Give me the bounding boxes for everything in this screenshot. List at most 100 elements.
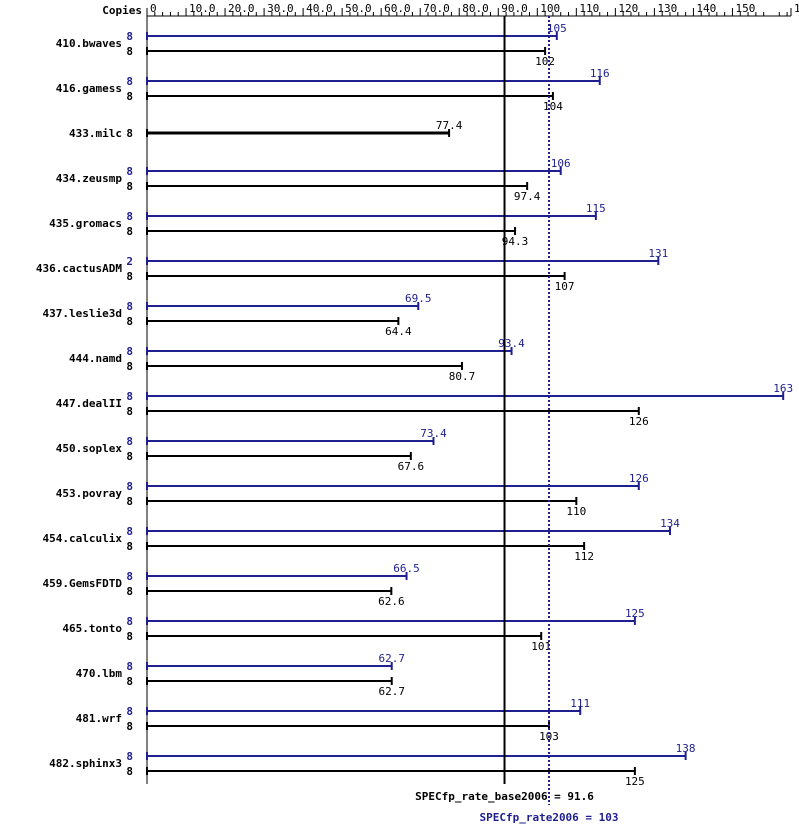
base-copies: 8 [126,315,133,328]
peak-value-label: 69.5 [405,292,432,305]
peak-copies: 8 [126,480,133,493]
base-value-label: 110 [566,505,586,518]
base-value-label: 97.4 [514,190,541,203]
x-tick-label: 70.0 [423,2,450,15]
x-tick-label: 90.0 [501,2,527,15]
base-copies: 8 [126,405,133,418]
base-value-label: 77.4 [436,119,463,132]
peak-copies: 8 [126,750,133,763]
peak-copies: 8 [126,660,133,673]
benchmark-label: 470.lbm [76,667,123,680]
peak-value-label: 116 [590,67,610,80]
peak-value-label: 62.7 [378,652,405,665]
benchmark-label: 465.tonto [62,622,122,635]
benchmark-label: 416.gamess [56,82,122,95]
base-copies: 8 [126,360,133,373]
x-tick-label: 100 [540,2,560,15]
benchmark-label: 436.cactusADM [36,262,122,275]
peak-value-label: 93.4 [498,337,525,350]
base-copies: 8 [126,270,133,283]
peak-value-label: 115 [586,202,606,215]
base-copies: 8 [126,675,133,688]
base-value-label: 125 [625,775,645,788]
benchmark-label: 482.sphinx3 [49,757,122,770]
x-tick-label: 120 [618,2,638,15]
peak-value-label: 105 [547,22,567,35]
benchmark-label: 450.soplex [56,442,123,455]
peak-value-label: 138 [676,742,696,755]
peak-value-label: 131 [648,247,668,260]
peak-copies: 8 [126,705,133,718]
base-value-label: 107 [555,280,575,293]
peak-copies: 8 [126,435,133,448]
base-copies: 8 [126,540,133,553]
benchmark-bars: 410.bwaves 8 105 8 102 416.gamess 8 116 8 104 433.… [36,22,793,788]
base-copies: 8 [126,180,133,193]
peak-copies: 8 [126,345,133,358]
base-copies: 8 [126,450,133,463]
peak-value-label: 125 [625,607,645,620]
x-tick-label: 30.0 [267,2,294,15]
peak-copies: 2 [126,255,133,268]
x-tick-label: 10.0 [189,2,216,15]
x-tick-label: 80.0 [462,2,489,15]
peak-value-label: 73.4 [420,427,447,440]
peak-copies: 8 [126,165,133,178]
peak-copies: 8 [126,210,133,223]
benchmark-label: 459.GemsFDTD [43,577,123,590]
base-copies: 8 [126,720,133,733]
x-tick-label: 60.0 [384,2,411,15]
base-value-label: 101 [531,640,551,653]
peak-copies: 8 [126,75,133,88]
x-tick-label: 150 [735,2,755,15]
peak-value-label: 106 [551,157,571,170]
benchmark-label: 454.calculix [43,532,123,545]
copies-header: Copies [102,4,142,17]
benchmark-label: 481.wrf [76,712,122,725]
base-value-label: 94.3 [502,235,529,248]
peak-summary-label: SPECfp_rate2006 = 103 [479,811,618,824]
x-tick-label: 140 [696,2,716,15]
base-copies: 8 [126,127,133,140]
peak-copies: 8 [126,390,133,403]
base-value-label: 67.6 [398,460,425,473]
benchmark-label: 453.povray [56,487,123,500]
base-copies: 8 [126,765,133,778]
peak-value-label: 163 [773,382,793,395]
peak-value-label: 134 [660,517,680,530]
peak-value-label: 66.5 [393,562,420,575]
base-copies: 8 [126,45,133,58]
x-tick-label: 50.0 [345,2,372,15]
base-value-label: 62.6 [378,595,405,608]
base-summary-label: SPECfp_rate_base2006 = 91.6 [415,790,594,803]
x-tick-label: 20.0 [228,2,255,15]
x-tick-label: 165 [794,2,799,15]
peak-value-label: 111 [570,697,590,710]
peak-copies: 8 [126,30,133,43]
benchmark-label: 437.leslie3d [43,307,122,320]
summary-lines: SPECfp_rate_base2006 = 91.6 SPECfp_rate20… [415,16,619,824]
base-value-label: 126 [629,415,649,428]
base-value-label: 64.4 [385,325,412,338]
base-value-label: 102 [535,55,555,68]
base-copies: 8 [126,495,133,508]
peak-copies: 8 [126,525,133,538]
peak-copies: 8 [126,300,133,313]
benchmark-label: 410.bwaves [56,37,122,50]
peak-copies: 8 [126,615,133,628]
benchmark-label: 435.gromacs [49,217,122,230]
base-copies: 8 [126,90,133,103]
base-value-label: 62.7 [378,685,405,698]
x-tick-label: 130 [657,2,677,15]
x-tick-label: 40.0 [306,2,333,15]
benchmark-label: 434.zeusmp [56,172,123,185]
benchmark-label: 444.namd [69,352,122,365]
benchmark-label: 433.milc [69,127,122,140]
peak-copies: 8 [126,570,133,583]
x-tick-label: 0 [150,2,157,15]
peak-value-label: 126 [629,472,649,485]
base-value-label: 104 [543,100,563,113]
base-value-label: 80.7 [449,370,476,383]
base-copies: 8 [126,225,133,238]
